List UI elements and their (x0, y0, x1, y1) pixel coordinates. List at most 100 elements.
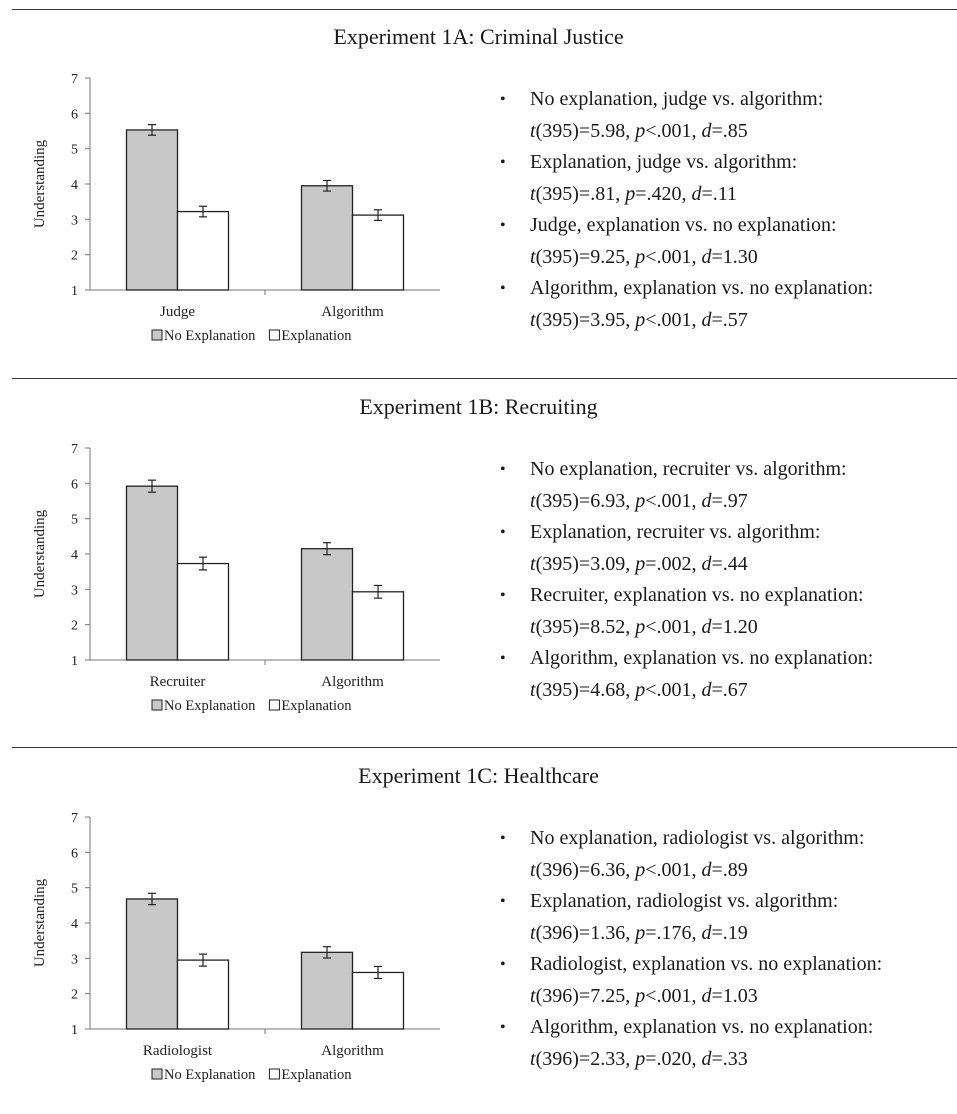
d-symbol: d (701, 552, 712, 575)
stat-item: • No explanation, judge vs. algorithm: t(3… (500, 84, 873, 147)
d-value: .89 (722, 858, 748, 881)
panel-1c: Experiment 1C: Healthcare 1 2 3 4 5 6 7 Underst… (0, 763, 957, 1108)
p-symbol: p (635, 308, 646, 331)
df-value: 395 (542, 678, 573, 701)
d-value: 1.20 (722, 615, 758, 638)
stat-label: Radiologist, explanation vs. no explanat… (530, 953, 883, 975)
stat-values: t(395)=3.09, p=.002, d=.44 (530, 552, 748, 575)
y-tick-label: 2 (71, 988, 78, 1003)
y-tick-label: 3 (71, 952, 78, 967)
p-symbol: p (635, 858, 646, 881)
bullet-icon: • (500, 217, 506, 234)
stat-values: t(395)=9.25, p<.001, d=1.30 (530, 245, 758, 268)
p-value: .002 (656, 552, 692, 575)
stat-values: t(395)=3.95, p<.001, d=.57 (530, 308, 748, 331)
df-value: 395 (542, 308, 573, 331)
stat-item: • Algorithm, explanation vs. no explanati… (500, 643, 873, 706)
t-symbol: t (530, 921, 536, 944)
y-tick-label: 3 (71, 583, 78, 598)
bar (351, 214, 405, 291)
df-value: 395 (542, 119, 573, 142)
t-symbol: t (530, 858, 536, 881)
d-symbol: d (701, 615, 712, 638)
stats-list: • No explanation, judge vs. algorithm: t(3… (500, 84, 873, 336)
bar (176, 562, 230, 661)
p-value: .001 (656, 245, 692, 268)
t-value: 7.25 (590, 984, 626, 1007)
y-tick-label: 6 (71, 107, 78, 122)
bar (351, 971, 405, 1030)
y-tick-label: 1 (71, 284, 78, 299)
p-value: .001 (656, 489, 692, 512)
stat-label: No explanation, recruiter vs. algorithm: (530, 458, 847, 480)
p-value: .001 (656, 858, 692, 881)
x-tick-label: Radiologist (143, 1043, 213, 1059)
bullet-icon: • (500, 280, 506, 297)
d-symbol: d (691, 182, 702, 205)
y-tick-label: 5 (71, 882, 78, 897)
p-operator: < (645, 119, 657, 142)
bullet-icon: • (500, 587, 506, 604)
bar-chart: 1 2 3 4 5 6 7 Understanding Radiologist Algorithm… (32, 811, 440, 1083)
p-value: .176 (656, 921, 692, 944)
x-tick-label: Algorithm (321, 674, 384, 690)
legend-swatch (268, 699, 280, 711)
p-value: .420 (646, 182, 682, 205)
p-operator: = (645, 921, 657, 944)
p-symbol: p (635, 1047, 646, 1070)
bar-chart: 1 2 3 4 5 6 7 Understanding Judge Algorithm No Exp… (32, 72, 440, 344)
stat-item: • No explanation, recruiter vs. algorithm… (500, 454, 873, 517)
p-symbol: p (635, 489, 646, 512)
bullet-icon: • (500, 956, 506, 973)
stat-label: Explanation, recruiter vs. algorithm: (530, 521, 821, 543)
stat-values: t(396)=6.36, p<.001, d=.89 (530, 858, 748, 881)
t-symbol: t (530, 1047, 536, 1070)
d-value: .44 (722, 552, 748, 575)
d-symbol: d (701, 921, 712, 944)
y-tick-label: 5 (71, 513, 78, 528)
d-symbol: d (701, 1047, 712, 1070)
y-tick-label: 1 (71, 1023, 78, 1038)
t-value: 8.52 (590, 615, 626, 638)
p-operator: < (645, 489, 657, 512)
legend: No Explanation Explanation (151, 328, 352, 344)
df-value: 396 (542, 858, 573, 881)
y-tick-label: 7 (71, 811, 78, 826)
y-tick-label: 6 (71, 477, 78, 492)
df-value: 395 (542, 182, 573, 205)
stat-item: • Explanation, judge vs. algorithm: t(395)… (500, 147, 873, 210)
d-value: .57 (722, 308, 748, 331)
y-axis-label: Understanding (32, 139, 48, 228)
stat-values: t(396)=1.36, p=.176, d=.19 (530, 921, 748, 944)
y-tick-label: 7 (71, 442, 78, 457)
bar (125, 898, 179, 1030)
p-symbol: p (635, 615, 646, 638)
panel-title: Experiment 1A: Criminal Justice (333, 24, 624, 49)
stat-item: • Radiologist, explanation vs. no explana… (500, 949, 882, 1012)
df-value: 395 (542, 552, 573, 575)
stat-values: t(395)=4.68, p<.001, d=.67 (530, 678, 748, 701)
legend-swatch (268, 1068, 280, 1080)
bar (125, 129, 179, 291)
df-value: 396 (542, 921, 573, 944)
bullet-icon: • (500, 1019, 506, 1036)
stat-label: Explanation, judge vs. algorithm: (530, 151, 798, 173)
d-value: 1.03 (722, 984, 758, 1007)
stat-label: Algorithm, explanation vs. no explanatio… (530, 277, 874, 299)
p-operator: < (645, 858, 657, 881)
panel-1a: Experiment 1A: Criminal Justice 1 2 3 4 5 6 7 U… (0, 24, 957, 364)
bullet-icon: • (500, 830, 506, 847)
stat-values: t(395)=8.52, p<.001, d=1.20 (530, 615, 758, 638)
y-tick-label: 3 (71, 213, 78, 228)
legend: No Explanation Explanation (151, 698, 352, 714)
legend-label: Explanation (281, 698, 352, 714)
p-value: .001 (656, 615, 692, 638)
bar (300, 185, 354, 291)
p-symbol: p (635, 552, 646, 575)
t-value: 5.98 (590, 119, 626, 142)
t-value: 3.95 (590, 308, 626, 331)
df-value: 396 (542, 1047, 573, 1070)
legend-swatch (151, 699, 163, 711)
t-value: 4.68 (590, 678, 626, 701)
t-symbol: t (530, 984, 536, 1007)
